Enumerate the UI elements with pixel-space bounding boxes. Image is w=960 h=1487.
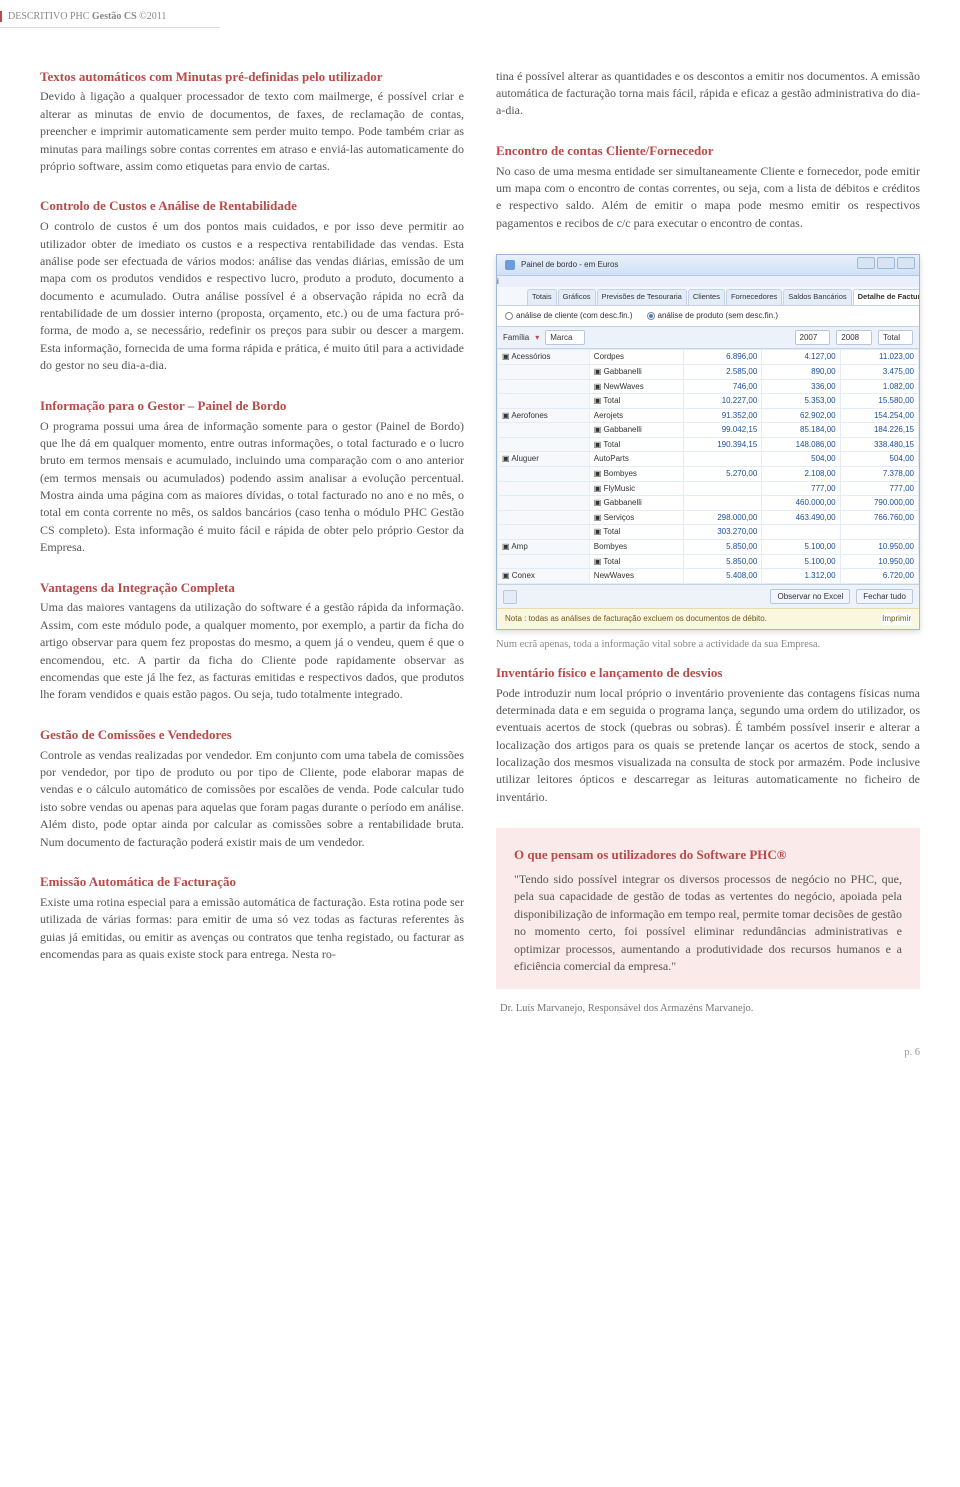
tab-detalhe-de-factura-o[interactable]: Detalhe de Facturação <box>853 289 919 305</box>
body-continuation: tina é possível alterar as quantidades e… <box>496 68 920 120</box>
table-row[interactable]: ▣ AerofonesAerojets91.352,0062.902,00154… <box>498 408 919 423</box>
total-header: Total <box>878 330 913 346</box>
body-integracao: Uma das maiores vantagens da utilização … <box>40 599 464 703</box>
data-table: ▣ AcessóriosCordpes6.896,004.127,0011.02… <box>497 349 919 584</box>
painel-bordo-window: Painel de bordo - em Euros i TotaisGráfi… <box>496 254 920 630</box>
left-column: Textos automáticos com Minutas pré-defin… <box>40 68 464 1017</box>
close-button[interactable] <box>897 257 915 269</box>
table-row[interactable]: ▣ Total5.850,005.100,0010.950,00 <box>498 554 919 569</box>
table-row[interactable]: ▣ AcessóriosCordpes6.896,004.127,0011.02… <box>498 350 919 365</box>
grid-controls: Família ▾ Marca 2007 2008 Total <box>497 327 919 350</box>
page-header: DESCRITIVO PHC Gestão CS ©2011 <box>0 0 960 28</box>
body-textos-automaticos: Devido à ligação a qualquer processador … <box>40 88 464 175</box>
year-2007[interactable]: 2007 <box>795 330 831 346</box>
body-inventario: Pode introduzir num local próprio o inve… <box>496 685 920 807</box>
excel-button[interactable]: Observar no Excel <box>770 589 850 605</box>
body-painel-bordo: O programa possui uma área de informação… <box>40 418 464 557</box>
year-2008[interactable]: 2008 <box>836 330 872 346</box>
maximize-button[interactable] <box>877 257 895 269</box>
heading-inventario: Inventário físico e lançamento de desvio… <box>496 664 920 683</box>
note-row: Nota : todas as análises de facturação e… <box>497 608 919 629</box>
family-dropdown[interactable]: Marca <box>545 330 585 346</box>
heading-controlo-custos: Controlo de Custos e Análise de Rentabil… <box>40 197 464 216</box>
tab-strip: TotaisGráficosPrevisões de TesourariaCli… <box>497 287 919 306</box>
header-year: ©2011 <box>137 11 167 22</box>
heading-integracao: Vantagens da Integração Completa <box>40 579 464 598</box>
table-row[interactable]: ▣ NewWaves746,00336,001.082,00 <box>498 379 919 394</box>
print-button[interactable]: Imprimir <box>882 613 911 625</box>
heading-testimonial: O que pensam os utilizadores do Software… <box>514 846 902 865</box>
body-testimonial: "Tendo sido possível integrar os diverso… <box>514 871 902 975</box>
table-row[interactable]: ▣ Serviços298.000,00463.490,00766.760,00 <box>498 510 919 525</box>
table-row[interactable]: ▣ Gabbanelli2.585,00890,003.475,00 <box>498 364 919 379</box>
radio-produto[interactable]: análise de produto (sem desc.fin.) <box>647 310 779 322</box>
window-title-text: Painel de bordo - em Euros <box>521 259 618 271</box>
table-row[interactable]: ▣ Total303.270,00 <box>498 525 919 540</box>
right-column: tina é possível alterar as quantidades e… <box>496 68 920 1017</box>
family-label: Família <box>503 332 529 344</box>
tab-totais[interactable]: Totais <box>527 289 557 305</box>
heading-encontro-contas: Encontro de contas Cliente/Fornecedor <box>496 142 920 161</box>
table-row[interactable]: ▣ Gabbanelli460.000,00790.000,00 <box>498 496 919 511</box>
heading-textos-automaticos: Textos automáticos com Minutas pré-defin… <box>40 68 464 87</box>
heading-emissao-auto: Emissão Automática de Facturação <box>40 873 464 892</box>
tab-clientes[interactable]: Clientes <box>688 289 725 305</box>
screenshot-caption: Num ecrã apenas, toda a informação vital… <box>496 638 920 652</box>
body-comissoes: Controle as vendas realizadas por vended… <box>40 747 464 851</box>
table-row[interactable]: ▣ AmpBombyes5.850,005.100,0010.950,00 <box>498 540 919 555</box>
radio-cliente[interactable]: análise de cliente (com desc.fin.) <box>505 310 633 322</box>
window-icon <box>505 260 515 270</box>
header-bold: Gestão CS <box>92 11 137 22</box>
tab-saldos-banc-rios[interactable]: Saldos Bancários <box>783 289 851 305</box>
tab-gr-ficos[interactable]: Gráficos <box>558 289 596 305</box>
table-row[interactable]: ▣ AluguerAutoParts504,00504,00 <box>498 452 919 467</box>
tab-previs-es-de-tesouraria[interactable]: Previsões de Tesouraria <box>597 289 687 305</box>
heading-comissoes: Gestão de Comissões e Vendedores <box>40 726 464 745</box>
body-encontro-contas: No caso de uma mesma entidade ser simult… <box>496 163 920 233</box>
table-row[interactable]: ▣ FlyMusic777,00777,00 <box>498 481 919 496</box>
minimize-button[interactable] <box>857 257 875 269</box>
close-all-button[interactable]: Fechar tudo <box>856 589 913 605</box>
header-prefix: DESCRITIVO PHC <box>8 11 92 22</box>
info-icon[interactable]: i <box>497 277 499 286</box>
page-number: p. 6 <box>0 1037 960 1076</box>
table-footer: Observar no Excel Fechar tudo <box>497 584 919 609</box>
table-row[interactable]: ▣ Gabbanelli99.042,1585.184,00184.226,15 <box>498 423 919 438</box>
tab-fornecedores[interactable]: Fornecedores <box>726 289 782 305</box>
table-row[interactable]: ▣ Total10.227,005.353,0015.580,00 <box>498 394 919 409</box>
body-emissao-auto: Existe uma rotina especial para a emissã… <box>40 894 464 964</box>
body-controlo-custos: O controlo de custos é um dos pontos mai… <box>40 218 464 375</box>
table-row[interactable]: ▣ Total190.394,15148.086,00338.480,15 <box>498 437 919 452</box>
filter-row: análise de cliente (com desc.fin.) análi… <box>497 306 919 327</box>
window-titlebar[interactable]: Painel de bordo - em Euros <box>497 255 919 276</box>
testimonial-box: O que pensam os utilizadores do Software… <box>496 828 920 989</box>
settings-icon[interactable] <box>503 590 517 604</box>
screenshot-container: Painel de bordo - em Euros i TotaisGráfi… <box>496 254 920 652</box>
table-row[interactable]: ▣ ConexNewWaves5.408,001.312,006.720,00 <box>498 569 919 584</box>
testimonial-author: Dr. Luís Marvanejo, Responsável dos Arma… <box>496 1001 920 1016</box>
table-row[interactable]: ▣ Bombyes5.270,002.108,007.378,00 <box>498 467 919 482</box>
heading-painel-bordo: Informação para o Gestor – Painel de Bor… <box>40 397 464 416</box>
